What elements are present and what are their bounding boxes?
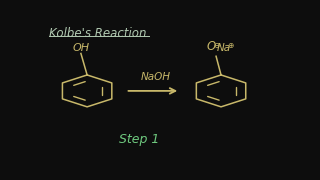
Text: Kolbe's Reaction: Kolbe's Reaction xyxy=(49,27,146,40)
Text: NaOH: NaOH xyxy=(140,72,170,82)
Text: ⊖: ⊖ xyxy=(213,41,220,50)
Text: O: O xyxy=(206,40,216,53)
Text: Step 1: Step 1 xyxy=(119,133,159,146)
Text: ⊕: ⊕ xyxy=(228,41,234,50)
Text: OH: OH xyxy=(72,43,90,53)
Text: Na: Na xyxy=(217,44,231,53)
